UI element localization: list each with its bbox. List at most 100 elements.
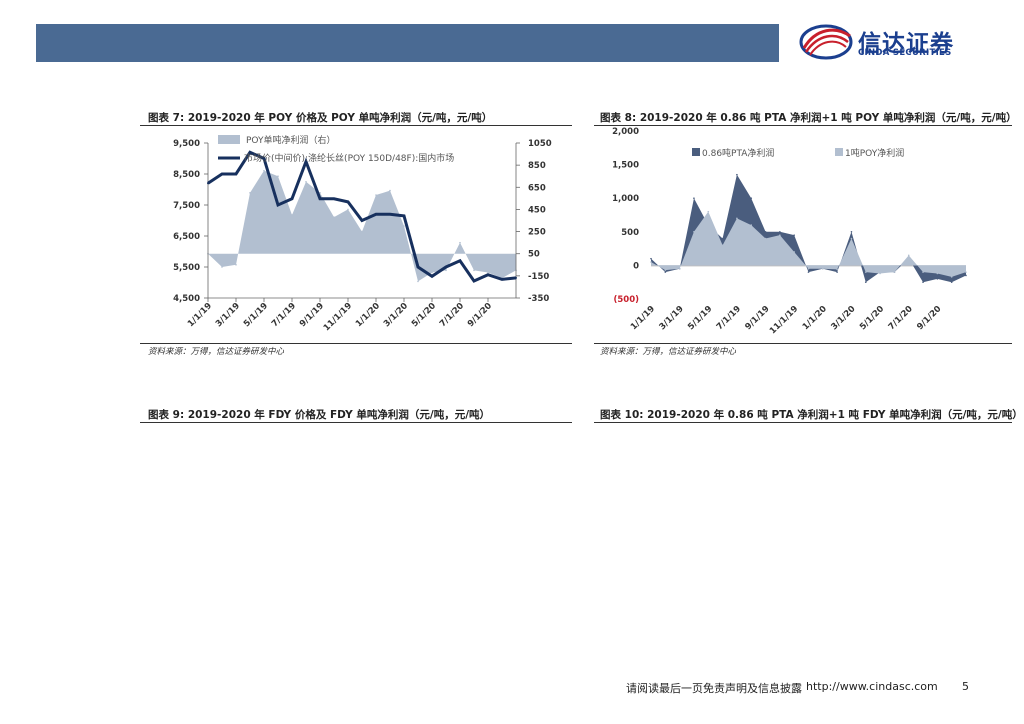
pta-profit-point <box>864 281 867 283</box>
footer-url-link[interactable]: http://www.cindasc.com <box>806 680 938 693</box>
x-tick-label: 3/1/20 <box>829 304 857 332</box>
pta-profit-point <box>779 231 781 233</box>
poy-profit-point <box>907 254 910 257</box>
poy-profit-point <box>664 269 667 271</box>
x-tick-label: 3/1/19 <box>658 304 686 332</box>
poy-profit-point <box>736 217 738 220</box>
poy-price-point <box>445 266 447 268</box>
poy-profit-point <box>445 269 447 272</box>
x-tick-label: 5/1/20 <box>410 301 438 329</box>
poy-profit-point <box>822 267 824 270</box>
poy-profit-point <box>417 280 419 283</box>
poy-profit-point <box>431 271 433 274</box>
poy-price-point <box>277 204 279 206</box>
poy-profit-point <box>850 237 853 240</box>
pta-profit-point <box>836 271 838 273</box>
figure-8-legend: 0.86吨PTA净利润 1吨POY净利润 <box>692 147 904 159</box>
legend-label-poy-price: 市场价(中间价):涤纶长丝(POY 150D/48F):国内市场 <box>244 152 454 164</box>
poy-price-point <box>207 182 209 185</box>
poy-profit-point <box>779 234 781 236</box>
poy-profit-point <box>693 231 695 233</box>
pta-profit-point <box>764 231 767 233</box>
y-right-tick-label: -150 <box>528 272 549 282</box>
pta-profit-point <box>807 271 810 273</box>
y-right-tick-label: 50 <box>528 250 540 260</box>
x-tick-label: 1/1/20 <box>801 304 829 332</box>
y-left-tick-label: 7,500 <box>173 201 200 211</box>
figure-7-title: 图表 7: 2019-2020 年 POY 价格及 POY 单吨净利润（元/吨，… <box>148 112 493 124</box>
figure-10-title: 图表 10: 2019-2020 年 0.86 吨 PTA 净利润+1 吨 FD… <box>600 409 1023 421</box>
pta-profit-point <box>922 281 924 283</box>
y-tick-label: 1,500 <box>612 161 639 171</box>
pta-profit-point <box>850 231 853 233</box>
legend-label-poy-profit: POY单吨净利润（右） <box>246 134 336 146</box>
poy-profit-point <box>389 189 391 192</box>
poy-profit-point <box>333 216 335 218</box>
poy-profit-point <box>291 214 293 216</box>
figure-8-title: 图表 8: 2019-2020 年 0.86 吨 PTA 净利润+1 吨 POY… <box>600 112 1017 124</box>
figure-8-rule <box>594 125 1012 126</box>
x-tick-label: 5/1/20 <box>858 304 886 332</box>
figure-9-rule <box>140 422 572 423</box>
poy-profit-point <box>375 194 377 196</box>
footer-disclaimer: 请阅读最后一页免责声明及信息披露 <box>626 682 802 695</box>
pta-profit-point <box>793 234 795 236</box>
poy-profit-point <box>347 208 349 211</box>
legend-swatch-poy-profit <box>835 148 843 156</box>
poy-profit-point <box>893 271 896 273</box>
poy-profit-point <box>678 267 681 270</box>
x-tick-label: 1/1/19 <box>629 304 657 332</box>
x-tick-label: 5/1/19 <box>242 301 270 329</box>
poy-price-point <box>347 200 349 203</box>
poy-price-point <box>417 266 419 268</box>
x-tick-label: 1/1/19 <box>186 301 214 329</box>
x-tick-label: 7/1/20 <box>438 301 466 329</box>
figure-7-rule <box>140 125 572 126</box>
figure-10-rule <box>594 422 1012 423</box>
figure-8-source: 资料来源：万得，信达证券研发中心 <box>600 347 737 357</box>
poy-profit-point <box>965 271 967 273</box>
x-tick-label: 7/1/19 <box>715 304 743 332</box>
y-tick-label: 1,000 <box>612 194 639 204</box>
y-left-tick-label: 8,500 <box>173 170 200 180</box>
y-tick-label: 500 <box>621 228 639 238</box>
poy-profit-point <box>459 241 461 244</box>
page-number: 5 <box>962 680 969 693</box>
poy-profit-point <box>319 192 321 194</box>
poy-price-point <box>305 160 307 163</box>
brand-logo: 信达证券 CINDA SECURITIES <box>798 22 988 62</box>
poy-price-point <box>221 173 223 175</box>
poy-profit-point <box>922 271 924 273</box>
y-tick-label: 2,000 <box>612 127 639 137</box>
figure-7-bottom-rule <box>140 343 572 344</box>
poy-profit-point <box>305 180 307 183</box>
x-tick-label: 7/1/19 <box>270 301 298 329</box>
poy-profit-point <box>807 267 810 270</box>
x-tick-label: 5/1/19 <box>686 304 714 332</box>
brand-name-en: CINDA SECURITIES <box>858 48 952 58</box>
poy-price-point <box>501 278 503 281</box>
pta-profit-point <box>650 257 652 260</box>
x-tick-label: 3/1/20 <box>382 301 410 329</box>
x-tick-label: 11/1/19 <box>322 301 354 333</box>
pta-profit-point <box>693 197 695 199</box>
poy-profit-point <box>473 269 475 272</box>
pta-profit-point <box>750 197 753 199</box>
y-left-tick-label: 6,500 <box>173 232 200 242</box>
x-tick-label: 9/1/19 <box>743 304 771 332</box>
poy-profit-point <box>707 210 710 213</box>
y-left-tick-label: 9,500 <box>173 139 200 149</box>
y-right-tick-label: 1050 <box>528 139 552 149</box>
y-left-tick-label: 4,500 <box>173 294 200 304</box>
y-right-tick-label: 450 <box>528 205 546 215</box>
x-tick-label: 9/1/20 <box>915 304 943 332</box>
header-band <box>36 24 779 62</box>
figure-9-title: 图表 9: 2019-2020 年 FDY 价格及 FDY 单吨净利润（元/吨，… <box>148 409 491 421</box>
poy-price-point <box>333 197 335 200</box>
cinda-logo-icon <box>799 24 853 60</box>
poy-profit-point <box>721 244 724 247</box>
poy-profit-point <box>864 271 867 273</box>
poy-profit-point <box>879 272 881 275</box>
poy-profit-point <box>235 263 237 266</box>
